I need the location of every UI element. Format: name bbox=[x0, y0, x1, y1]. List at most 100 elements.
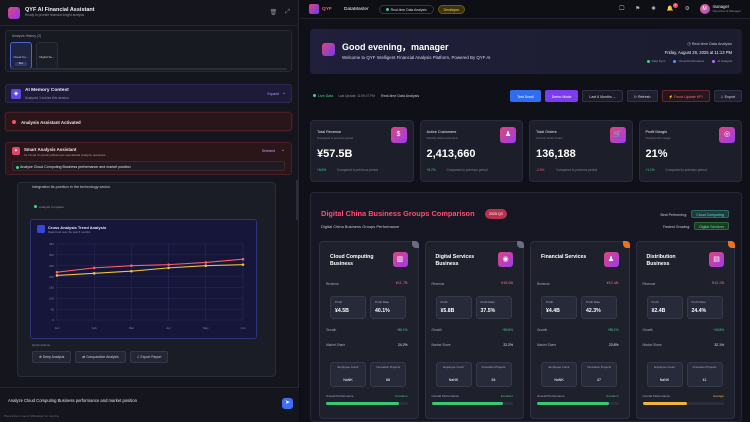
market-share-label: Market Share bbox=[326, 343, 346, 347]
series-point-1 bbox=[167, 266, 170, 270]
quick-actions: ⊕ Deep Analysis ⇄ Comparative Analysis ⇩… bbox=[32, 351, 169, 363]
business-card[interactable]: Distribution Business ▤ Revenue ¥12.2B P… bbox=[635, 241, 735, 419]
assistant-activated-banner: Analysis Assistant Activated bbox=[5, 112, 292, 131]
employee-value: NaNK bbox=[554, 378, 564, 382]
business-card[interactable]: Cloud Computing Business ▥ Revenue ¥11.7… bbox=[319, 241, 419, 419]
deep-analysis-button[interactable]: ⊕ Deep Analysis bbox=[32, 351, 72, 363]
market-share-value: 22.2% bbox=[503, 343, 513, 347]
y-tick-label: 300 bbox=[49, 253, 54, 257]
history-scrollbar[interactable] bbox=[10, 68, 287, 70]
comparative-analysis-button[interactable]: ⇄ Comparative Analysis bbox=[75, 351, 126, 363]
top-navbar: QYF DataMaster Real-time Data Analysis D… bbox=[300, 0, 750, 19]
trend-chart-card: Cross Analysis Trend Analysis Data trend… bbox=[30, 219, 257, 339]
assistant-panel: QYF AI Financial Assistant Ready to prov… bbox=[0, 0, 299, 422]
revenue-label: Revenue bbox=[537, 282, 550, 286]
notification-bell-icon[interactable]: 🔔 3 bbox=[666, 3, 678, 12]
projects-label: Innovation Projects bbox=[587, 365, 611, 369]
send-button[interactable]: ➤ bbox=[282, 398, 293, 409]
business-icon: ▤ bbox=[709, 252, 724, 267]
chat-input[interactable]: Analyze Cloud Computing Business perform… bbox=[8, 398, 137, 403]
projects-label: Innovation Projects bbox=[481, 365, 506, 369]
notification-count: 3 bbox=[672, 3, 678, 8]
flag-icon[interactable]: ⚑ bbox=[635, 6, 641, 12]
smart-assistant[interactable]: ✦ Smart Analysis Assistant for Cloud Com… bbox=[5, 142, 292, 175]
trash-icon[interactable]: 🗑 bbox=[269, 10, 278, 16]
chat-input-bar: Analyze Cloud Computing Business perform… bbox=[0, 387, 299, 422]
kpi-compare: Compared to previous period bbox=[665, 168, 707, 172]
trend-subtitle: Data trend over the past 6 months bbox=[48, 230, 91, 234]
period-select[interactable]: Last 6 Months ⌄ bbox=[582, 89, 623, 102]
employee-label: Employee Count bbox=[654, 365, 675, 369]
history-card[interactable]: Digital Se... bbox=[36, 42, 58, 69]
business-icon: ♟ bbox=[603, 252, 619, 267]
profit-rate-box: Profit Rate 42.3% bbox=[581, 296, 617, 319]
user-menu[interactable]: M manager Department Manager bbox=[699, 4, 741, 14]
last-update: Last Update: 11:09:47 PM bbox=[338, 93, 375, 98]
smart-title: Smart Analysis Assistant bbox=[24, 146, 77, 152]
revenue-value: ¥11.7B bbox=[395, 281, 408, 285]
force-update-kpi-button[interactable]: ⚡ Force Update KPI bbox=[661, 89, 710, 102]
history-card[interactable]: Cloud Co... Bus bbox=[10, 42, 32, 69]
cloud-performance-status: Cloud Performance bbox=[673, 59, 704, 63]
chevron-down-icon[interactable]: ⌄ bbox=[281, 90, 286, 96]
performance-bar-fill bbox=[642, 402, 688, 405]
kpi-change: +5.7% bbox=[426, 168, 436, 172]
smart-question-option[interactable]: Analyze Cloud Computing Business perform… bbox=[12, 161, 285, 171]
profit-box: Profit ¥5.8B bbox=[435, 296, 472, 319]
history-card-tag: Bus bbox=[15, 62, 27, 66]
employee-box: Employee Count NaNK bbox=[541, 362, 577, 387]
section-title: Digital China Business Groups Comparison bbox=[321, 209, 475, 218]
business-card[interactable]: Digital Services Business ◉ Revenue ¥15.… bbox=[424, 241, 524, 419]
kpi-subtitle: Compared to previous period bbox=[317, 136, 354, 140]
employee-label: Employee Count bbox=[337, 365, 359, 369]
assistant-icon: ✦ bbox=[12, 147, 20, 155]
market-share-label: Market Share bbox=[537, 343, 557, 347]
revenue-label: Revenue bbox=[431, 282, 445, 286]
greeting: Good evening，manager bbox=[342, 42, 449, 52]
profit-value: ¥2.4B bbox=[651, 308, 666, 314]
series-point-0 bbox=[55, 270, 59, 274]
monitor-icon[interactable]: 🖵 bbox=[618, 5, 625, 12]
projects-box: Innovation Projects 47 bbox=[581, 362, 617, 387]
export-report-button[interactable]: ⇩ Export Report bbox=[129, 351, 169, 363]
series-line-1 bbox=[56, 264, 244, 277]
panel-scrollbar[interactable] bbox=[296, 180, 298, 220]
dollar-icon: $ bbox=[390, 127, 407, 143]
analysis-complete-tag: Analysis Complete bbox=[34, 205, 64, 209]
projects-box: Innovation Projects 41 bbox=[686, 362, 723, 387]
demo-mode-button[interactable]: Demo Mode bbox=[544, 89, 579, 102]
revenue-value: ¥12.2B bbox=[711, 281, 724, 285]
growth-value: +85.1% bbox=[396, 328, 408, 332]
performance-bar-fill bbox=[537, 402, 609, 405]
realtime-label: Real-time Data Analysis bbox=[381, 93, 420, 98]
business-icon: ◉ bbox=[498, 252, 513, 267]
smart-subtitle: for Cloud Computing Business specialized… bbox=[24, 153, 106, 157]
card-corner-marker bbox=[728, 241, 735, 248]
expand-icon[interactable]: ⤢ bbox=[285, 9, 290, 15]
best-performing-badge: Cloud Computing bbox=[691, 210, 729, 218]
kpi-card-orders[interactable]: Total Orders Current month orders 🛒 136,… bbox=[529, 120, 633, 182]
profit-label: Profit bbox=[546, 300, 554, 304]
status-dot-icon bbox=[12, 120, 16, 124]
export-button[interactable]: ⇩ Export bbox=[713, 89, 742, 102]
settings-icon[interactable]: ✺ bbox=[651, 6, 656, 12]
fastest-growing: Fastest Growing: Digital Services bbox=[663, 222, 729, 230]
smart-selected-badge: Selected bbox=[261, 149, 275, 153]
employee-value: NaNK bbox=[448, 378, 459, 382]
kpi-title: Total Revenue bbox=[317, 130, 342, 134]
gear-icon[interactable]: ⚙ bbox=[684, 6, 690, 12]
profit-label: Profit bbox=[651, 300, 659, 304]
memory-expand-button[interactable]: Expand bbox=[267, 92, 280, 96]
kpi-card-revenue[interactable]: Total Revenue Compared to previous perio… bbox=[310, 120, 414, 182]
test-scroll-button[interactable]: Test Scroll bbox=[510, 89, 541, 102]
profit-label: Profit bbox=[440, 300, 448, 304]
welcome-text: Welcome to QYF Intelligent Financial Ana… bbox=[342, 55, 491, 60]
performance-bar bbox=[537, 402, 619, 405]
kpi-card-customers[interactable]: Active Customers Monthly active customer… bbox=[419, 120, 523, 182]
kpi-card-margin[interactable]: Profit Margin Overall profit margin ◎ 21… bbox=[638, 120, 742, 182]
y-tick-label: 350 bbox=[49, 242, 54, 246]
business-card[interactable]: Financial Services ♟ Revenue ¥10.4B Prof… bbox=[530, 241, 630, 419]
chevron-down-icon[interactable]: ⌄ bbox=[280, 147, 285, 153]
memory-context[interactable]: ◈ AI Memory Context Analyzed 3 entries t… bbox=[5, 84, 292, 103]
refresh-button[interactable]: ↻ Refresh bbox=[626, 89, 658, 102]
